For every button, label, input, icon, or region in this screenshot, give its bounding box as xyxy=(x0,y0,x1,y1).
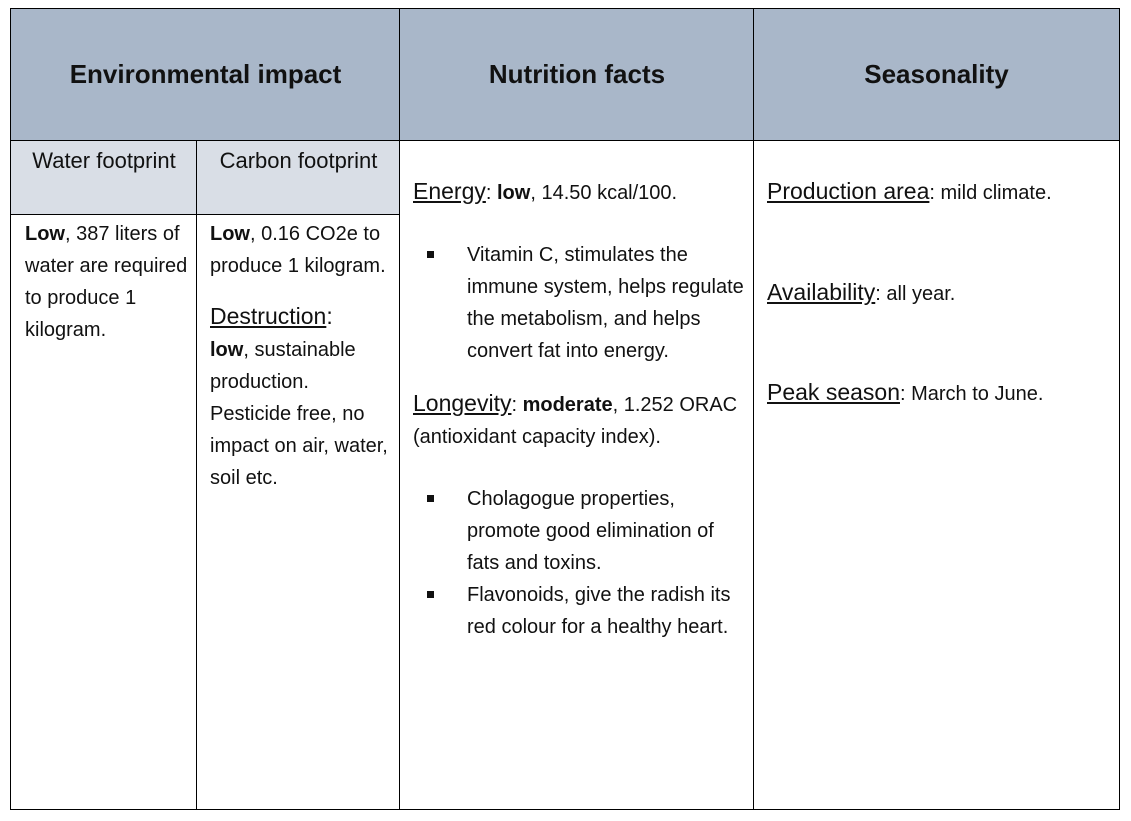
subheader-carbon-label: Carbon footprint xyxy=(219,148,378,173)
water-level: Low xyxy=(25,223,65,245)
header-nutrition-label: Nutrition facts xyxy=(488,59,666,89)
production-sep: : xyxy=(929,182,941,204)
energy-level: low xyxy=(497,182,531,204)
subheader-water-label: Water footprint xyxy=(32,148,176,173)
energy-bullet-list: Vitamin C, stimulates the immune system,… xyxy=(413,239,749,367)
header-environmental-impact: Environmental impact xyxy=(11,9,400,141)
carbon-level: Low xyxy=(210,223,250,245)
carbon-footprint-cell: Low, 0.16 CO2e to produce 1 kilogram. De… xyxy=(210,218,392,494)
longevity-level: moderate xyxy=(522,394,613,416)
column-divider xyxy=(399,9,400,809)
header-nutrition-facts: Nutrition facts xyxy=(400,9,754,141)
energy-label: Energy xyxy=(413,178,486,204)
availability-value: all year. xyxy=(886,283,956,305)
radish-facts-table: Environmental impact Nutrition facts Sea… xyxy=(10,8,1120,810)
water-footprint-cell: Low, 387 liters of water are required to… xyxy=(25,218,190,346)
longevity-sep: : xyxy=(511,394,523,416)
column-divider xyxy=(753,9,754,809)
longevity-label: Longevity xyxy=(413,390,512,416)
longevity-text: , 1.252 ORAC (antioxidant capacity index… xyxy=(413,394,738,448)
destruction-text: , sustainable production. Pesticide free… xyxy=(210,339,388,489)
header-seasonality-label: Seasonality xyxy=(864,59,1009,89)
peak-season-label: Peak season xyxy=(767,379,900,405)
nutrition-facts-cell: Energy: low, 14.50 kcal/100. Vitamin C, … xyxy=(413,175,749,643)
carbon-text: , 0.16 CO2e to produce 1 kilogram. xyxy=(210,223,386,277)
subheader-carbon-footprint: Carbon footprint xyxy=(197,141,400,215)
peak-season-value: March to June. xyxy=(911,383,1044,405)
column-divider xyxy=(196,141,197,809)
destruction-sep: : xyxy=(326,303,333,329)
water-text: , 387 liters of water are required to pr… xyxy=(25,223,188,341)
availability-label: Availability xyxy=(767,279,876,305)
peak-sep: : xyxy=(899,383,912,405)
list-item: Vitamin C, stimulates the immune system,… xyxy=(413,239,749,367)
seasonality-cell: Production area: mild climate. Availabil… xyxy=(767,175,1117,410)
subheader-water-footprint: Water footprint xyxy=(11,141,197,215)
header-environmental-label: Environmental impact xyxy=(69,59,342,89)
production-area-label: Production area xyxy=(767,178,930,204)
list-item: Cholagogue properties, promote good elim… xyxy=(413,483,749,579)
list-item: Flavonoids, give the radish its red colo… xyxy=(413,579,749,643)
energy-text: , 14.50 kcal/100. xyxy=(530,182,678,204)
header-seasonality: Seasonality xyxy=(754,9,1119,141)
energy-sep: : xyxy=(485,182,497,204)
availability-sep: : xyxy=(875,283,887,305)
production-area-value: mild climate. xyxy=(940,182,1052,204)
longevity-bullet-list: Cholagogue properties, promote good elim… xyxy=(413,483,749,643)
destruction-level: low xyxy=(210,339,244,361)
destruction-label: Destruction xyxy=(210,303,327,329)
